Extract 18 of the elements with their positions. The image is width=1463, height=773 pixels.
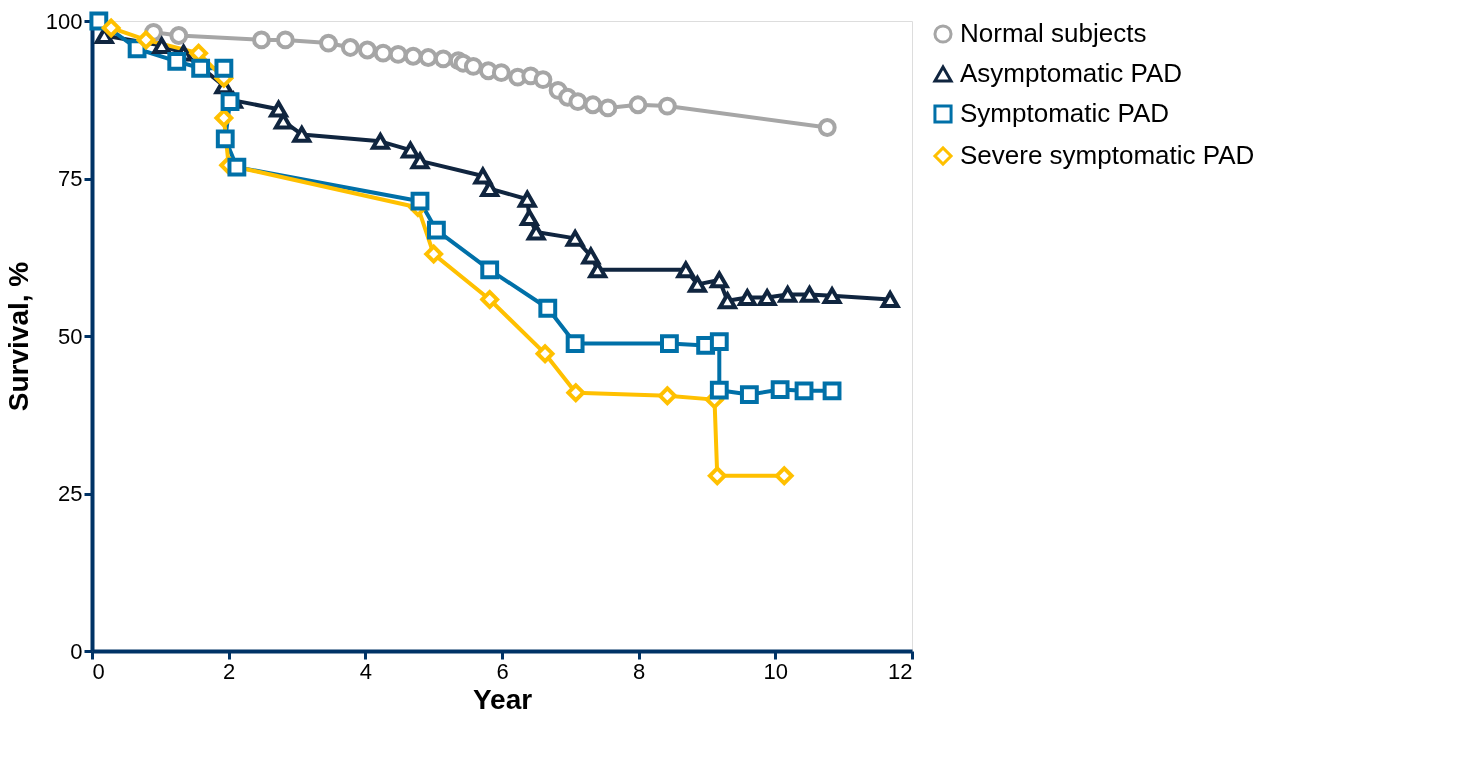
legend-label: Symptomatic PAD xyxy=(960,98,1170,128)
legend-label: Severe symptomatic PAD xyxy=(960,140,1255,170)
y-tick-label: 50 xyxy=(58,323,83,349)
x-tick-label: 8 xyxy=(633,658,646,684)
legend-label: Asymptomatic PAD xyxy=(960,58,1183,88)
x-axis-title: Year xyxy=(472,683,533,715)
y-tick-label: 25 xyxy=(58,481,83,506)
x-tick-label: 0 xyxy=(92,658,105,684)
y-axis-title: Survival, % xyxy=(2,261,34,412)
y-tick-label: 75 xyxy=(58,166,83,191)
x-tick-label: 4 xyxy=(359,658,372,684)
x-tick-label: 10 xyxy=(763,658,789,684)
y-tick-label: 0 xyxy=(70,638,83,664)
y-tick-label: 100 xyxy=(45,8,83,34)
x-tick-label: 12 xyxy=(888,658,913,684)
x-tick-label: 6 xyxy=(496,658,509,684)
x-tick-label: 2 xyxy=(223,658,236,684)
legend-label: Normal subjects xyxy=(960,18,1147,48)
